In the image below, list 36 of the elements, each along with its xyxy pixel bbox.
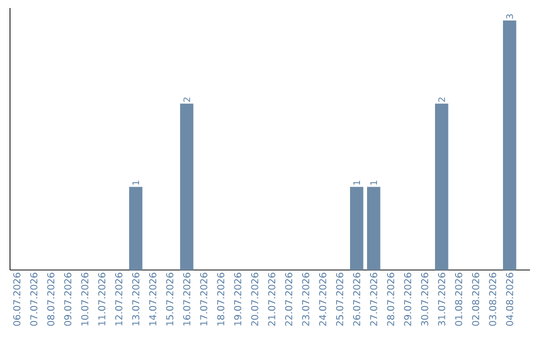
x-tick-label: 17.07.2026 bbox=[200, 272, 208, 326]
data-label: 1 bbox=[353, 180, 360, 185]
x-tick-label: 18.07.2026 bbox=[217, 272, 224, 326]
data-label: 3 bbox=[506, 14, 514, 19]
x-tick-label: 25.07.2026 bbox=[336, 272, 344, 326]
x-tick-label: 12.07.2026 bbox=[115, 272, 122, 326]
x-tick-label: 24.07.2026 bbox=[319, 272, 326, 326]
x-tick-label: 19.07.2026 bbox=[234, 272, 242, 326]
x-tick-label: 03.08.2026 bbox=[489, 272, 496, 326]
x-tick-label: 14.07.2026 bbox=[149, 272, 156, 326]
data-label: 1 bbox=[132, 180, 140, 185]
x-tick-label: 06.07.2026 bbox=[13, 272, 20, 326]
x-tick-label: 22.07.2026 bbox=[285, 272, 292, 326]
x-tick-label: 28.07.2026 bbox=[387, 272, 394, 326]
x-tick-label: 08.07.2026 bbox=[47, 272, 54, 326]
x-tick-label: 20.07.2026 bbox=[251, 272, 258, 326]
x-tick-label: 31.07.2026 bbox=[438, 272, 446, 326]
data-label: 1 bbox=[370, 180, 377, 185]
x-tick-label: 27.07.2026 bbox=[370, 272, 378, 326]
x-tick-label: 11.07.2026 bbox=[98, 272, 106, 326]
x-tick-label: 15.07.2026 bbox=[166, 272, 174, 326]
x-tick-label: 13.07.2026 bbox=[132, 272, 140, 326]
x-tick-label: 04.08.2026 bbox=[506, 272, 514, 326]
x-tick-label: 10.07.2026 bbox=[81, 272, 88, 326]
x-tick-label: 01.08.2026 bbox=[455, 272, 462, 326]
x-tick-label: 29.07.2026 bbox=[404, 272, 412, 326]
data-label: 2 bbox=[183, 98, 190, 102]
x-tick-label: 21.07.2026 bbox=[268, 272, 276, 326]
x-tick-label: 30.07.2026 bbox=[421, 272, 428, 326]
data-label: 2 bbox=[438, 98, 445, 102]
x-tick-label: 07.07.2026 bbox=[30, 272, 38, 326]
x-tick-label: 02.08.2026 bbox=[472, 272, 480, 326]
x-tick-label: 26.07.2026 bbox=[353, 272, 360, 326]
x-tick-label: 23.07.2026 bbox=[302, 272, 310, 326]
x-tick-label: 09.07.2026 bbox=[64, 272, 72, 326]
x-tick-label: 16.07.2026 bbox=[183, 272, 190, 326]
